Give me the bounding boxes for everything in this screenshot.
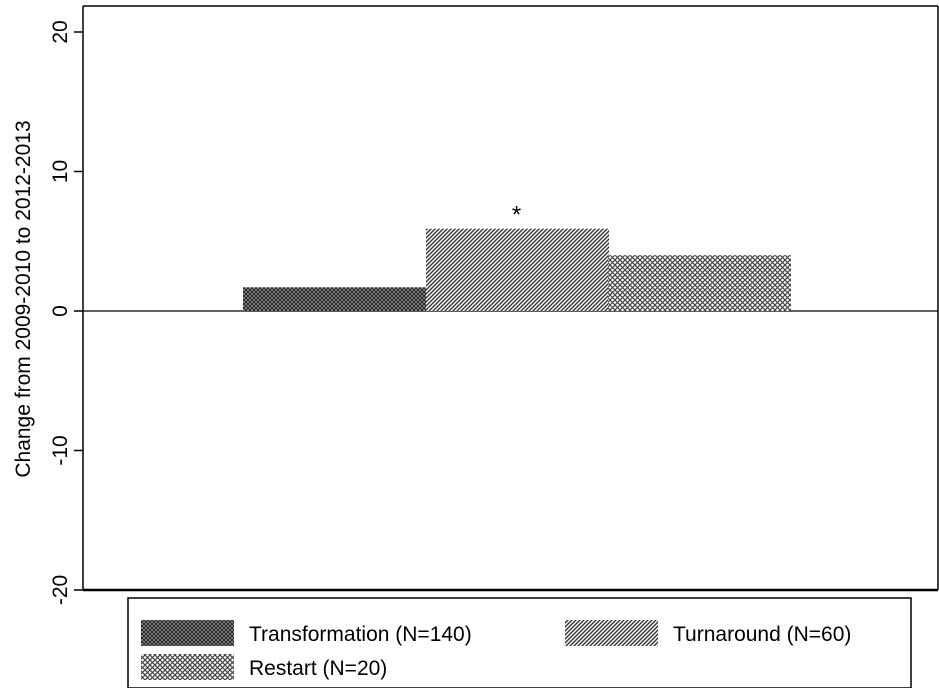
legend: Transformation (N=140) Turnaround (N=60) R…	[127, 597, 912, 688]
y-axis-title: Change from 2009-2010 to 2012-2013	[12, 120, 35, 477]
bar-transformation	[243, 287, 426, 311]
legend-box	[127, 597, 912, 688]
legend-label: Restart (N=20)	[249, 657, 387, 680]
y-tick-label: -10	[49, 435, 72, 465]
legend-label: Transformation (N=140)	[249, 623, 472, 646]
axes	[82, 5, 939, 592]
y-ticks: -20 -10 0 10 20	[49, 20, 83, 605]
legend-swatch	[565, 620, 658, 646]
bar-turnaround	[426, 228, 609, 311]
y-tick-label: -20	[49, 575, 72, 605]
y-tick-label: 10	[49, 160, 72, 183]
y-tick-label: 20	[49, 20, 72, 43]
significance-marker: *	[512, 202, 521, 229]
bar-restart	[608, 255, 791, 311]
legend-swatch	[141, 620, 234, 646]
legend-swatch	[141, 654, 234, 680]
y-tick-label: 0	[49, 305, 72, 317]
annotations: *	[512, 202, 521, 229]
bars	[243, 228, 791, 311]
legend-label: Turnaround (N=60)	[673, 623, 851, 646]
